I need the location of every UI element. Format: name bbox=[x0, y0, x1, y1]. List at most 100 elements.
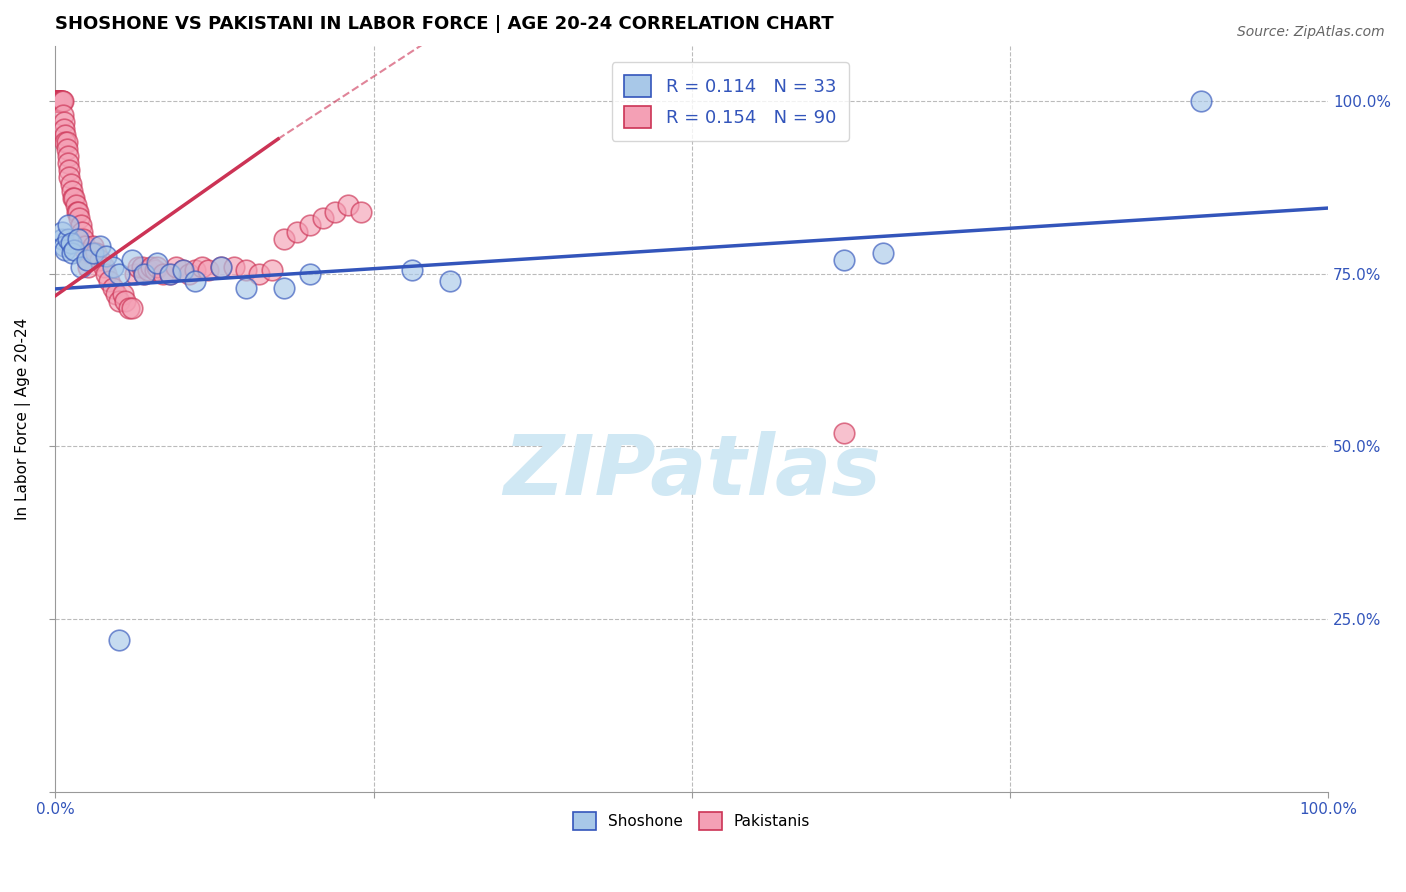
Point bbox=[105, 287, 128, 301]
Point bbox=[121, 301, 143, 316]
Point bbox=[46, 94, 69, 108]
Point bbox=[323, 204, 346, 219]
Point bbox=[114, 294, 136, 309]
Point bbox=[285, 225, 308, 239]
Point bbox=[51, 225, 73, 239]
Point bbox=[401, 263, 423, 277]
Point bbox=[51, 232, 73, 246]
Point bbox=[101, 260, 124, 274]
Point bbox=[143, 263, 166, 277]
Point bbox=[118, 301, 141, 316]
Point bbox=[121, 252, 143, 267]
Point bbox=[56, 219, 79, 233]
Point bbox=[1189, 94, 1212, 108]
Point bbox=[44, 94, 66, 108]
Point bbox=[247, 267, 270, 281]
Point bbox=[311, 211, 333, 226]
Point bbox=[80, 246, 103, 260]
Point bbox=[59, 235, 82, 250]
Point bbox=[197, 263, 219, 277]
Point bbox=[159, 267, 181, 281]
Point bbox=[53, 121, 76, 136]
Point bbox=[59, 177, 82, 191]
Point bbox=[82, 246, 104, 260]
Point bbox=[337, 197, 360, 211]
Point bbox=[55, 136, 77, 150]
Point bbox=[44, 94, 66, 108]
Point bbox=[62, 191, 84, 205]
Point bbox=[84, 246, 107, 260]
Point bbox=[46, 94, 69, 108]
Point bbox=[350, 204, 373, 219]
Point bbox=[51, 94, 73, 108]
Point bbox=[172, 263, 194, 277]
Point bbox=[439, 274, 461, 288]
Point bbox=[65, 197, 87, 211]
Point bbox=[222, 260, 245, 274]
Point bbox=[96, 267, 118, 281]
Point bbox=[124, 267, 146, 281]
Point bbox=[209, 260, 232, 274]
Point bbox=[93, 260, 115, 274]
Point bbox=[72, 232, 94, 246]
Point bbox=[73, 239, 96, 253]
Point bbox=[75, 246, 97, 260]
Point bbox=[97, 274, 120, 288]
Point bbox=[127, 260, 149, 274]
Point bbox=[51, 94, 73, 108]
Y-axis label: In Labor Force | Age 20-24: In Labor Force | Age 20-24 bbox=[15, 318, 31, 520]
Point bbox=[69, 260, 91, 274]
Point bbox=[46, 94, 69, 108]
Point bbox=[77, 260, 100, 274]
Point bbox=[52, 94, 75, 108]
Point bbox=[139, 260, 162, 274]
Point bbox=[82, 239, 104, 253]
Point bbox=[190, 260, 212, 274]
Point bbox=[834, 252, 856, 267]
Point bbox=[48, 94, 70, 108]
Point bbox=[108, 267, 131, 281]
Point bbox=[111, 287, 134, 301]
Point bbox=[146, 260, 169, 274]
Point bbox=[66, 204, 89, 219]
Point bbox=[298, 267, 321, 281]
Point bbox=[63, 191, 86, 205]
Point bbox=[53, 239, 76, 253]
Point bbox=[55, 136, 77, 150]
Point bbox=[209, 260, 232, 274]
Point bbox=[134, 267, 156, 281]
Point bbox=[146, 256, 169, 270]
Point bbox=[69, 211, 91, 226]
Point bbox=[184, 274, 207, 288]
Point bbox=[101, 280, 124, 294]
Point bbox=[172, 263, 194, 277]
Point bbox=[63, 243, 86, 257]
Text: SHOSHONE VS PAKISTANI IN LABOR FORCE | AGE 20-24 CORRELATION CHART: SHOSHONE VS PAKISTANI IN LABOR FORCE | A… bbox=[55, 15, 834, 33]
Point bbox=[235, 280, 257, 294]
Point bbox=[45, 94, 67, 108]
Point bbox=[260, 263, 283, 277]
Point bbox=[55, 128, 77, 143]
Point bbox=[76, 252, 98, 267]
Point bbox=[177, 267, 200, 281]
Point bbox=[96, 249, 118, 263]
Point bbox=[70, 225, 93, 239]
Point bbox=[51, 94, 73, 108]
Point bbox=[152, 267, 174, 281]
Point bbox=[136, 263, 159, 277]
Point bbox=[89, 239, 111, 253]
Point bbox=[108, 294, 131, 309]
Point bbox=[76, 252, 98, 267]
Point bbox=[49, 94, 72, 108]
Point bbox=[273, 232, 295, 246]
Point bbox=[273, 280, 295, 294]
Point bbox=[235, 263, 257, 277]
Point bbox=[44, 94, 66, 108]
Point bbox=[45, 94, 67, 108]
Text: ZIPatlas: ZIPatlas bbox=[503, 431, 880, 511]
Point bbox=[52, 108, 75, 122]
Point bbox=[872, 246, 894, 260]
Legend: Shoshone, Pakistanis: Shoshone, Pakistanis bbox=[567, 805, 817, 837]
Point bbox=[49, 94, 72, 108]
Point bbox=[159, 267, 181, 281]
